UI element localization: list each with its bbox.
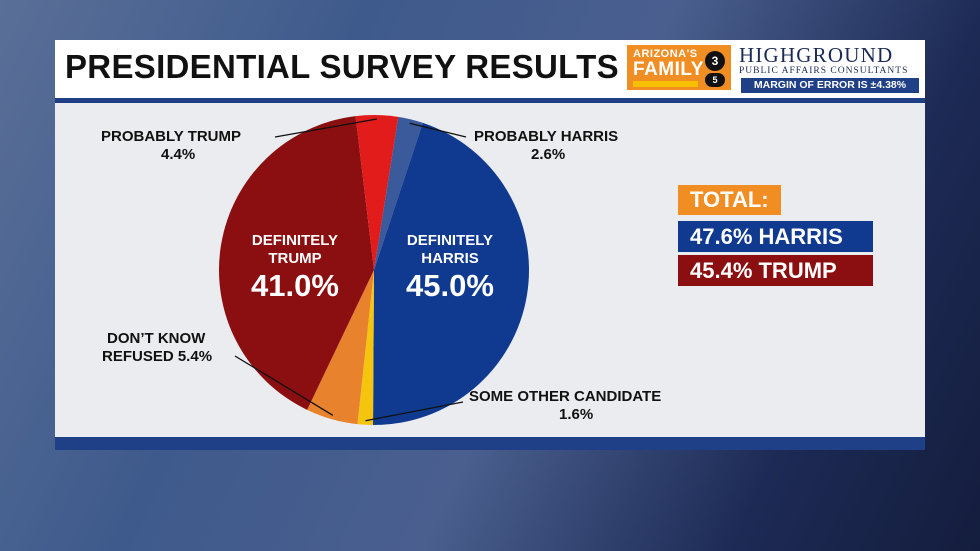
logo-hg-line2: PUBLIC AFFAIRS CONSULTANTS [739,66,909,76]
pie-slice-don-t-know-refused [307,270,374,425]
label-probably-trump: PROBABLY TRUMP 4.4% [101,128,241,164]
label-probably-harris-value: 2.6% [531,146,566,163]
leader-some-other [365,401,464,422]
leader-dont-know [234,355,334,416]
header-bar: PRESIDENTIAL SURVEY RESULTS ARIZONA'S FA… [55,40,925,98]
header-divider [55,98,925,103]
total-heading: TOTAL: [678,185,781,215]
survey-card: PRESIDENTIAL SURVEY RESULTS ARIZONA'S FA… [55,40,925,450]
footer-divider [55,437,925,450]
channel-5-badge: 5 [705,73,725,87]
total-harris: 47.6% HARRIS [678,221,873,252]
definitely-harris-line2: HARRIS [421,250,479,267]
label-probably-trump-value: 4.4% [161,146,196,163]
leader-probably-harris [409,122,467,138]
definitely-harris-line1: DEFINITELY [406,232,494,249]
label-dont-know: DON’T KNOW REFUSED 5.4% [102,330,212,366]
logo-az-line2: FAMILY [633,59,704,80]
logo-hg-line1: HIGHGROUND [739,43,894,67]
label-probably-harris-name: PROBABLY HARRIS [474,128,619,145]
pie-slice-definitely-harris [373,122,529,425]
definitely-trump-line1: DEFINITELY [251,232,339,249]
pie-chart [219,115,529,425]
total-trump: 45.4% TRUMP [678,255,873,286]
definitely-trump-value: 41.0% [251,268,339,303]
highground-logo: HIGHGROUND PUBLIC AFFAIRS CONSULTANTS [739,44,921,77]
label-probably-harris: PROBABLY HARRIS 2.6% [474,128,618,164]
logo-az-line1: ARIZONA'S [633,48,698,60]
label-definitely-harris: DEFINITELY HARRIS 45.0% [380,232,520,304]
pie-slice-some-other-candidate [357,270,374,425]
label-some-other-candidate: SOME OTHER CANDIDATE 1.6% [469,388,661,424]
label-dont-know-line1: DON’T KNOW [107,330,206,347]
margin-of-error-badge: MARGIN OF ERROR IS ±4.38% [741,78,919,93]
label-dont-know-line2: REFUSED 5.4% [102,348,213,365]
label-other-value: 1.6% [559,406,594,423]
pie-slice-definitely-trump [219,116,374,410]
definitely-harris-value: 45.0% [406,268,494,303]
pie-slice-probably-harris [374,116,423,270]
page-title: PRESIDENTIAL SURVEY RESULTS [65,48,619,85]
channel-3-badge: 3 [705,51,725,71]
label-definitely-trump: DEFINITELY TRUMP 41.0% [225,232,365,304]
definitely-trump-line2: TRUMP [268,250,322,267]
leader-probably-trump [274,118,377,138]
label-other-name: SOME OTHER CANDIDATE [469,388,662,405]
pie-slice-probably-trump [355,115,399,271]
sun-rays-icon [633,81,698,87]
arizonas-family-logo: ARIZONA'S FAMILY 3 5 [627,45,731,90]
label-probably-trump-name: PROBABLY TRUMP [101,128,242,145]
